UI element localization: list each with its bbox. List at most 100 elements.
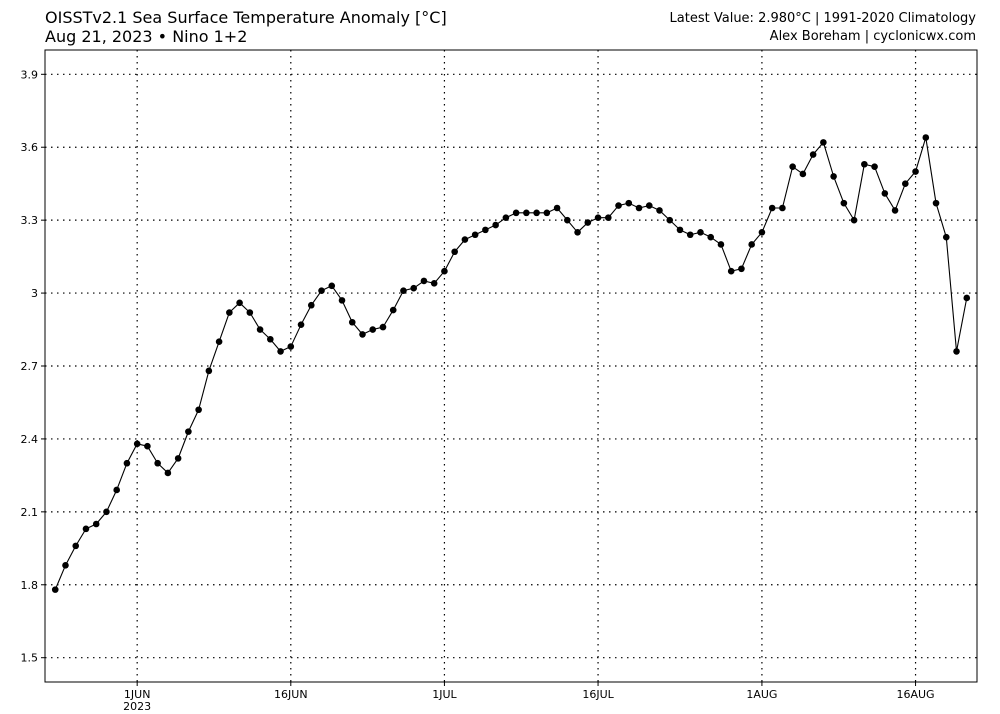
data-point [727,267,735,275]
data-point [512,209,520,217]
data-point [656,207,663,214]
data-point [389,306,397,314]
x-tick-sublabel: 2023 [123,700,151,713]
data-point [482,226,489,234]
series-line [51,134,971,593]
data-point [799,170,807,178]
y-tick-label: 2.7 [21,360,39,373]
data-point [103,508,110,516]
x-tick-label: 1JUL [432,688,457,701]
grid [45,50,977,682]
data-point [615,202,622,209]
author-credit: Alex Boreham | cyclonicwx.com [769,29,976,44]
data-point [594,214,602,222]
chart-title: OISSTv2.1 Sea Surface Temperature Anomal… [45,8,447,27]
data-point [584,219,592,226]
data-point [400,287,407,294]
data-point [369,326,377,333]
data-point [185,428,192,435]
data-point [154,459,161,467]
y-tick-label: 3.3 [21,214,39,227]
data-point [717,241,725,248]
data-point [758,229,766,236]
data-point [113,486,120,494]
data-point [523,209,530,217]
data-point [256,326,264,333]
data-point [164,469,172,477]
data-point [942,233,950,241]
data-point [707,233,715,241]
data-point [666,216,674,224]
data-point [318,287,325,294]
y-tick-label: 2.4 [21,433,39,446]
data-point [195,406,202,414]
data-point [502,214,510,222]
data-point [62,562,69,569]
data-point [297,321,305,328]
data-point [359,331,366,338]
y-tick-label: 3 [31,287,38,300]
data-point [492,221,499,229]
data-point [789,163,796,170]
data-point [348,318,356,326]
data-point [72,542,80,550]
y-tick-label: 3.6 [21,141,39,154]
y-tick-label: 2.1 [21,506,39,519]
data-point [174,455,182,462]
data-point [871,163,878,170]
data-point [768,204,776,212]
chart-subtitle: Aug 21, 2023 • Nino 1+2 [45,27,248,46]
data-point [144,442,151,450]
x-tick-label: 16JUN [274,688,308,701]
x-tick-label: 16AUG [896,688,934,701]
latest-value-info: Latest Value: 2.980°C | 1991-2020 Climat… [669,11,976,26]
data-point [676,226,684,234]
data-point [830,173,837,180]
data-point [338,297,346,304]
data-point [738,265,745,273]
data-point [635,204,643,212]
data-point [645,202,653,209]
data-point [92,520,100,528]
data-point [379,323,387,331]
data-point [420,277,428,285]
data-point [809,151,817,158]
data-point [451,248,458,256]
y-tick-label: 1.8 [21,579,39,592]
data-point [840,199,848,207]
data-point [748,241,755,248]
x-tick-label: 16JUL [582,688,614,701]
data-point [215,338,223,345]
y-tick-label: 1.5 [21,652,39,665]
plot-frame [44,49,978,683]
data-point [82,525,90,533]
data-point [564,216,571,224]
data-point [686,231,694,239]
data-point [287,343,295,350]
data-point [471,231,479,239]
data-point [953,348,960,355]
data-point [533,209,540,217]
data-point [236,299,243,307]
data-point [307,301,315,309]
data-point [461,236,469,243]
data-point [441,267,448,275]
data-point [328,282,336,290]
data-point [205,367,213,375]
data-point [697,229,704,236]
data-point [963,294,971,302]
data-point [932,199,940,207]
data-point [430,280,438,287]
data-point [574,229,581,236]
series-path [54,136,968,590]
y-tick-label: 3.9 [21,68,39,81]
data-point [779,204,786,212]
data-point [912,168,919,175]
data-point [553,204,561,212]
data-point [226,309,233,316]
data-point [850,216,858,224]
data-point [891,207,899,214]
data-point [246,309,254,316]
